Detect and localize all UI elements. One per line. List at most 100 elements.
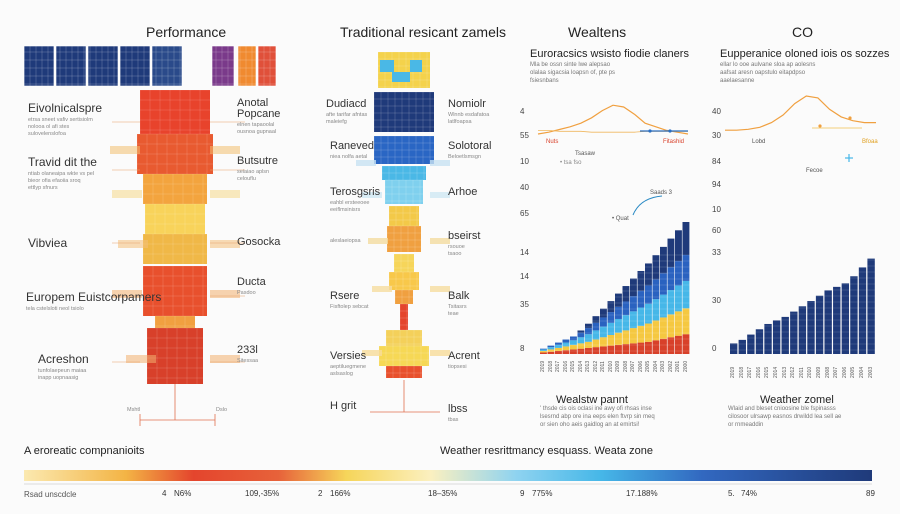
weathers-bar-yellow bbox=[570, 344, 577, 350]
co-x-tick: 2008 bbox=[824, 366, 831, 378]
weathers-x-tick: 2009 bbox=[615, 360, 621, 372]
weathers-bar-cyan bbox=[577, 337, 585, 344]
weathers-bar-yellow bbox=[682, 308, 690, 335]
weathers-bar-cyan bbox=[592, 330, 600, 340]
weathers-bar-yellow bbox=[622, 330, 630, 345]
traditional-patch bbox=[380, 60, 394, 72]
weathers-bar-cap bbox=[667, 238, 675, 268]
weathers-x-tick: 2001 bbox=[675, 360, 681, 372]
weathers-bar-cyan bbox=[547, 347, 555, 350]
co-bar bbox=[738, 339, 746, 354]
weathers-bar-cyan bbox=[637, 307, 645, 326]
performance-caption: tunfolaepeun maiaa bbox=[38, 368, 87, 374]
co-x-tick: 2014 bbox=[773, 366, 779, 378]
co-bar bbox=[764, 323, 772, 354]
performance-caption: sulovelenslofoa bbox=[28, 131, 66, 137]
weathers-bar-red bbox=[577, 348, 585, 354]
scale-label: 9 bbox=[520, 489, 525, 498]
weathers-bar-yellow bbox=[637, 325, 645, 343]
co-bar bbox=[807, 301, 815, 354]
weathers-bar-yellow bbox=[630, 328, 637, 344]
weathers-bar-cyan bbox=[682, 280, 690, 309]
weathers-x-tick: 2000 bbox=[682, 360, 689, 372]
weathers-annotation-2: • Quat bbox=[612, 216, 629, 222]
performance-caption: ousnoa gupnaal bbox=[237, 129, 277, 135]
footer-right-title: Weather resrittmancy esquass. Weata zone bbox=[440, 445, 653, 457]
weathers-x-tick: 2004 bbox=[652, 360, 659, 372]
footer-color-scale bbox=[24, 470, 872, 481]
weathers-tooltip: Tsasaw bbox=[575, 151, 596, 157]
traditional-side-bar bbox=[430, 160, 450, 166]
weathers-bar-cyan bbox=[652, 299, 660, 321]
traditional-heat-block bbox=[374, 92, 434, 132]
co-bottom-title: Weather zomel bbox=[760, 394, 834, 406]
weathers-bar-cap bbox=[577, 330, 585, 333]
weathers-x-tick: 2006 bbox=[637, 360, 644, 372]
weathers-bar-cap bbox=[660, 246, 667, 274]
weathers-description: Mla be ossn sinte lwe alepsao olalaa sig… bbox=[530, 62, 616, 84]
weathers-bar-blue bbox=[615, 306, 622, 319]
weathers-x-tick: 2010 bbox=[607, 360, 614, 372]
scale-start-label: Rsad unscdcle bbox=[24, 490, 77, 499]
weathers-bar-red bbox=[607, 345, 615, 354]
traditional-side-bar bbox=[362, 192, 382, 198]
weathers-bar-cap bbox=[607, 301, 615, 313]
weathers-bar-yellow bbox=[562, 346, 570, 351]
weathers-bar-blue bbox=[652, 279, 660, 300]
performance-label-left: Vibviea bbox=[28, 236, 68, 250]
weathers-bar-blue bbox=[570, 336, 577, 341]
traditional-side-bar bbox=[430, 192, 450, 198]
traditional-label-right: Solotoral bbox=[448, 140, 492, 152]
traditional-title: Traditional resicant zamels bbox=[340, 24, 506, 40]
co-x-tick: 2005 bbox=[850, 366, 857, 378]
co-bar bbox=[867, 258, 875, 354]
performance-side-bar bbox=[118, 240, 148, 248]
weathers-x-tick: 2005 bbox=[645, 360, 651, 372]
co-bar bbox=[824, 290, 832, 354]
performance-caption: celouflu bbox=[237, 176, 256, 182]
weathers-bar-cyan bbox=[622, 315, 630, 331]
performance-header-block bbox=[119, 45, 151, 87]
weathers-bar-red bbox=[600, 346, 607, 354]
co-x-tick: 2006 bbox=[841, 366, 848, 378]
weathers-bottom-desc: ' thsde cis ois oclasi ine awy ofi rhsas… bbox=[540, 406, 655, 428]
performance-header-block bbox=[87, 45, 119, 87]
weathers-bar-yellow bbox=[675, 311, 682, 336]
scale-label: 18–35% bbox=[428, 489, 458, 498]
scale-label: 4 bbox=[162, 489, 167, 498]
weathers-bar-blue bbox=[667, 267, 675, 291]
weathers-bar-red bbox=[592, 347, 600, 354]
traditional-heat-block bbox=[374, 136, 434, 164]
performance-heat-block bbox=[140, 90, 210, 134]
weathers-bar-cyan bbox=[645, 303, 652, 324]
performance-caption: etrsa sneet vafiv sertisiolm bbox=[28, 117, 93, 123]
traditional-caption: Wlnnb esdafatoa bbox=[448, 112, 490, 118]
traditional-heat-block bbox=[379, 346, 429, 366]
footer-left-title: A eroreatic compnanioits bbox=[24, 445, 145, 457]
weathers-bar-blue bbox=[540, 348, 547, 350]
traditional-side-bar bbox=[356, 160, 376, 166]
traditional-label-right: Arhoe bbox=[448, 186, 478, 198]
co-description: ellar lo ooe aulvane sloa ap aolesns aaf… bbox=[720, 62, 816, 84]
weathers-bar-cap bbox=[600, 308, 607, 318]
weathers-x-tick: 2019 bbox=[540, 360, 546, 372]
traditional-caption: maleiefg bbox=[326, 119, 347, 125]
co-bar bbox=[781, 316, 789, 354]
performance-side-bar bbox=[210, 146, 240, 154]
scale-label: N6% bbox=[174, 489, 192, 498]
traditional-heat-block bbox=[389, 272, 419, 290]
co-x-tick: 2007 bbox=[833, 366, 840, 378]
performance-title: Performance bbox=[146, 24, 227, 40]
traditional-heat-block bbox=[395, 290, 413, 304]
weathers-bar-yellow bbox=[600, 337, 607, 347]
traditional-label-right: Balk bbox=[448, 290, 470, 302]
weathers-bar-red bbox=[622, 344, 630, 354]
co-x-tick: 2015 bbox=[764, 366, 771, 378]
traditional-heat-block bbox=[400, 304, 408, 330]
scale-label: 166% bbox=[330, 489, 351, 498]
performance-label-right: Butsutre bbox=[237, 155, 278, 167]
weathers-bar-cyan bbox=[607, 322, 615, 335]
weathers-bar-red bbox=[660, 338, 667, 354]
weathers-bar-cap bbox=[622, 286, 630, 302]
scale-label: 5. bbox=[728, 489, 735, 498]
